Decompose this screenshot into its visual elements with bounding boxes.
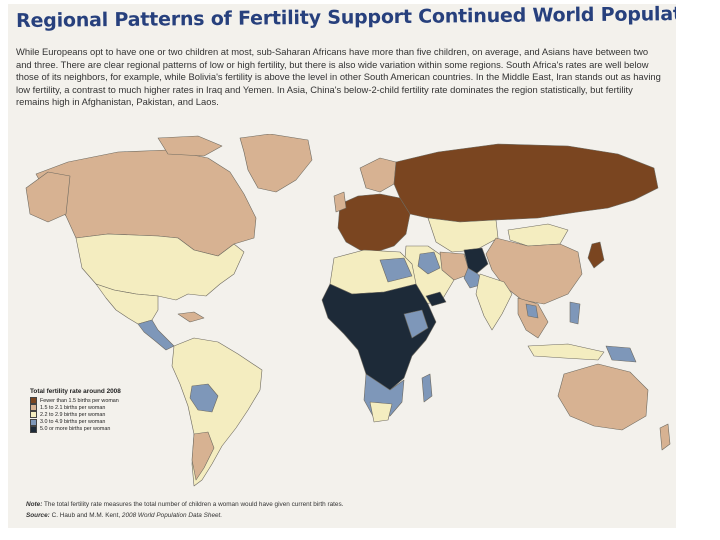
figure-note: Note: The total fertility rate measures …: [26, 500, 666, 509]
figure-source: Source: C. Haub and M.M. Kent, 2008 Worl…: [26, 511, 666, 520]
legend-label: 3.0 to 4.9 births per woman: [40, 419, 106, 426]
note-text: The total fertility rate measures the to…: [44, 501, 344, 508]
region-afghanistan: [463, 247, 489, 275]
legend-swatch: [30, 404, 37, 412]
region-iraq: [417, 251, 441, 275]
legend-swatch: [30, 397, 37, 405]
legend-label: 5.0 or more births per woman: [40, 426, 111, 433]
region-madagascar: [421, 373, 433, 403]
region-indonesia: [527, 343, 605, 361]
region-philippines: [569, 301, 581, 325]
region-south-africa: [369, 401, 393, 423]
legend-item-30-49: 3.0 to 4.9 births per woman: [30, 418, 220, 426]
region-uk: [333, 191, 347, 213]
region-new-zealand: [659, 423, 671, 451]
region-southeast-asia: [517, 297, 549, 339]
legend-item-gt5: 5.0 or more births per woman: [30, 425, 220, 433]
scanned-figure: Regional Patterns of Fertility Support C…: [8, 4, 676, 528]
legend-label: Fewer than 1.5 births per woman: [40, 397, 119, 404]
world-fertility-map: [25, 134, 671, 487]
region-yemen: [425, 291, 447, 307]
region-southern-cone: [191, 431, 215, 481]
region-bolivia: [189, 383, 219, 413]
region-russia: [393, 143, 659, 223]
intro-paragraph: While Europeans opt to have one or two c…: [16, 46, 661, 108]
region-india: [475, 273, 513, 331]
figure-title: Regional Patterns of Fertility Support C…: [16, 4, 676, 32]
region-japan: [587, 241, 605, 269]
legend-item-22-29: 2.2 to 2.9 births per woman: [30, 411, 220, 419]
region-central-america: [137, 319, 175, 351]
map-legend: Total fertility rate around 2008 Fewer t…: [30, 388, 220, 433]
legend-item-15-21: 1.5 to 2.1 births per woman: [30, 404, 220, 412]
region-iran: [439, 251, 471, 281]
source-label: Source:: [26, 512, 50, 519]
region-scandinavia: [359, 157, 397, 193]
region-alaska: [25, 171, 71, 223]
note-label: Note:: [26, 501, 43, 508]
region-papua: [605, 345, 637, 363]
legend-label: 2.2 to 2.9 births per woman: [40, 411, 106, 418]
region-caribbean: [177, 311, 205, 323]
region-greenland: [239, 134, 313, 193]
legend-swatch: [30, 425, 37, 433]
region-laos: [525, 303, 539, 319]
region-east-africa: [403, 309, 429, 339]
region-europe: [337, 193, 411, 253]
region-central-asia: [427, 217, 499, 253]
region-egypt: [379, 257, 413, 283]
legend-label: 1.5 to 2.1 births per woman: [40, 404, 106, 411]
legend-item-lt15: Fewer than 1.5 births per woman: [30, 397, 220, 405]
legend-title: Total fertility rate around 2008: [30, 388, 121, 395]
source-publication: 2008 World Population Data Sheet.: [121, 512, 223, 519]
region-sub-saharan-africa: [321, 283, 437, 393]
region-arctic-islands: [157, 135, 223, 157]
region-australia: [557, 363, 649, 431]
region-china: [485, 237, 583, 305]
source-authors: C. Haub and M.M. Kent,: [51, 512, 121, 519]
legend-swatch: [30, 411, 37, 419]
region-mongolia: [507, 223, 569, 247]
legend-swatch: [30, 418, 37, 426]
